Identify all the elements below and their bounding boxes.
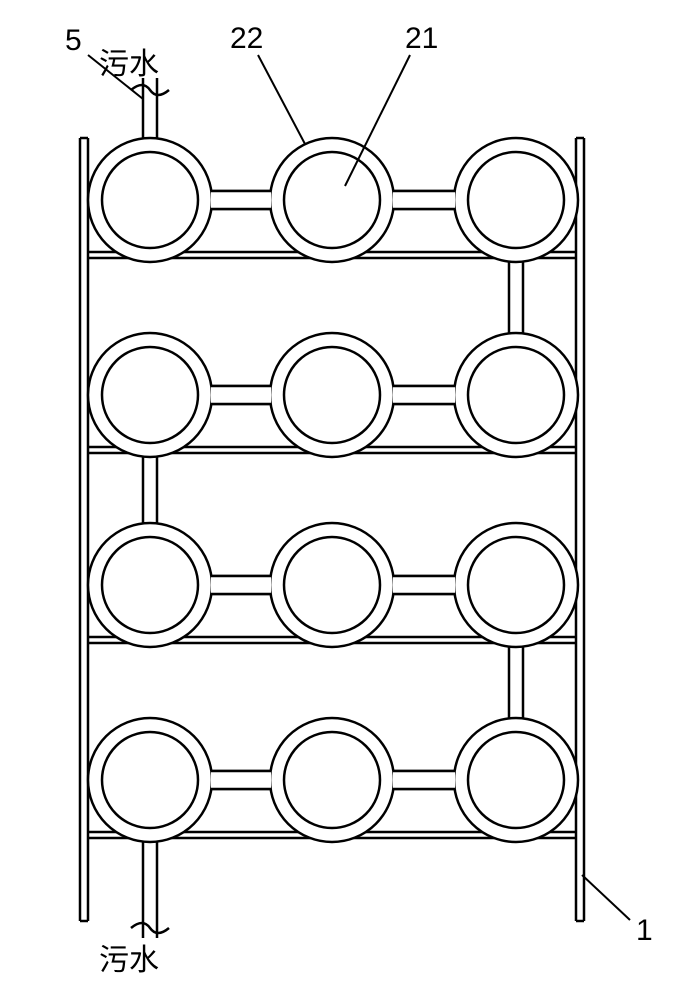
svg-text:22: 22	[230, 22, 263, 55]
svg-text:5: 5	[65, 24, 82, 57]
svg-text:21: 21	[405, 22, 438, 55]
svg-text:1: 1	[636, 914, 653, 947]
svg-text:污水: 污水	[99, 48, 159, 81]
technical-diagram: 522211污水污水	[0, 0, 680, 1000]
svg-text:污水: 污水	[99, 944, 159, 977]
